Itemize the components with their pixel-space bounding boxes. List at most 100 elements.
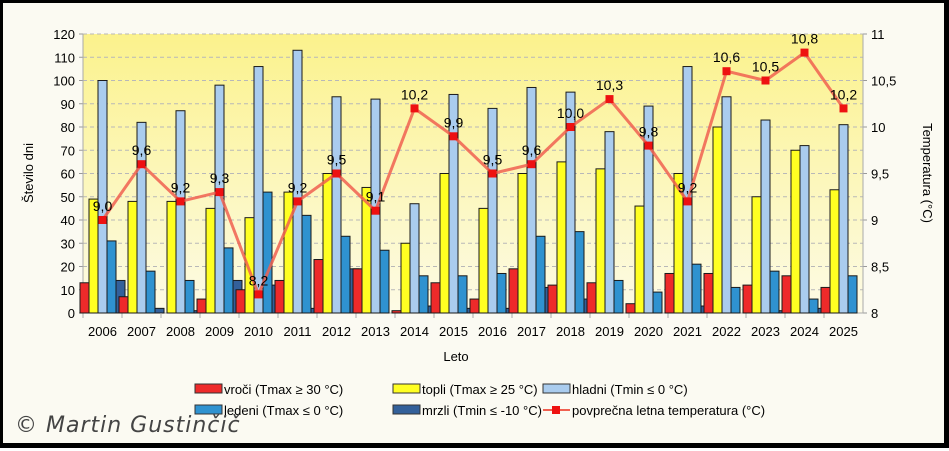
bar-vroči-2013 bbox=[352, 268, 363, 314]
temperature-data-label: 10,8 bbox=[791, 31, 818, 47]
y-tick-label: 30 bbox=[61, 236, 75, 251]
bar-hladni-2016 bbox=[487, 107, 498, 314]
y-tick-label: 90 bbox=[61, 97, 75, 112]
bar-vroči-2018 bbox=[547, 284, 558, 314]
legend: vroči (Tmax ≥ 30 °C) topli (Tmax ≥ 25 °C)… bbox=[194, 382, 765, 418]
legend-label: ledeni (Tmax ≤ 0 °C) bbox=[224, 403, 343, 418]
x-tick-label: 2020 bbox=[634, 324, 663, 339]
temperature-data-label: 10,3 bbox=[596, 77, 623, 93]
legend-swatch bbox=[542, 383, 571, 394]
temperature-marker-2010 bbox=[254, 290, 263, 299]
bar-hladni-2008 bbox=[175, 110, 186, 314]
bar-vroči-2021 bbox=[664, 272, 675, 314]
bar-ledeni-2011 bbox=[301, 214, 312, 314]
x-tick-label: 2024 bbox=[790, 324, 819, 339]
bar-vroči-2019 bbox=[586, 282, 597, 314]
temperature-marker-2015 bbox=[449, 132, 458, 141]
bar-ledeni-2009 bbox=[223, 247, 234, 314]
x-tick-label: 2019 bbox=[595, 324, 624, 339]
y-axis-title: Število dni bbox=[21, 143, 36, 203]
bar-ledeni-2006 bbox=[106, 240, 117, 314]
y-tick-label: 10 bbox=[61, 283, 75, 298]
temperature-marker-2020 bbox=[644, 141, 653, 150]
temperature-marker-2016 bbox=[488, 169, 497, 178]
bar-hladni-2006 bbox=[97, 80, 108, 314]
temperature-marker-2024 bbox=[800, 48, 809, 57]
y-tick-label: 50 bbox=[61, 190, 75, 205]
y-tick-label: 40 bbox=[61, 213, 75, 228]
bar-mrzli-2007 bbox=[154, 307, 165, 314]
temperature-data-label: 9,9 bbox=[444, 114, 464, 130]
bar-vroči-2014 bbox=[391, 310, 402, 314]
y2-tick-label: 9,5 bbox=[871, 167, 889, 182]
temperature-line bbox=[101, 50, 845, 299]
temperature-marker-2012 bbox=[332, 169, 341, 178]
bar-hladni-2010 bbox=[253, 66, 264, 314]
temperature-data-label: 9,6 bbox=[522, 142, 542, 158]
bar-topli-2024 bbox=[790, 149, 801, 314]
bar-topli-2008 bbox=[166, 200, 177, 314]
bar-topli-2014 bbox=[400, 242, 411, 314]
chart: 0 10 20 30 40 50 60 70 80 90 100 110 120 8 8,5 9 9,5 10 10… bbox=[21, 27, 935, 418]
temperature-marker-2008 bbox=[176, 197, 185, 206]
x-tick-label: 2006 bbox=[88, 324, 117, 339]
legend-swatch bbox=[194, 383, 223, 394]
bar-ledeni-2007 bbox=[145, 270, 156, 314]
x-tick-label: 2022 bbox=[712, 324, 741, 339]
bar-hladni-2007 bbox=[136, 121, 147, 314]
temperature-data-label: 9,8 bbox=[639, 124, 659, 140]
x-tick-label: 2015 bbox=[439, 324, 468, 339]
bar-ledeni-2020 bbox=[652, 291, 663, 314]
temperature-marker-2011 bbox=[293, 197, 302, 206]
bar-ledeni-2016 bbox=[496, 272, 507, 314]
x-tick-label: 2010 bbox=[244, 324, 273, 339]
bar-vroči-2022 bbox=[703, 272, 714, 314]
temperature-marker-2025 bbox=[839, 104, 848, 113]
bar-topli-2015 bbox=[439, 173, 450, 314]
bar-hladni-2020 bbox=[643, 105, 654, 314]
temperature-data-label: 9,5 bbox=[483, 152, 503, 168]
legend-label: vroči (Tmax ≥ 30 °C) bbox=[224, 382, 343, 397]
bar-hladni-2015 bbox=[448, 93, 459, 314]
temperature-data-label: 9,2 bbox=[678, 179, 698, 195]
y-tick-label: 120 bbox=[53, 27, 75, 42]
legend-label: povprečna letna temperatura (°C) bbox=[572, 403, 765, 418]
x-tick-label: 2025 bbox=[829, 324, 858, 339]
x-tick-label: 2014 bbox=[400, 324, 429, 339]
bar-vroči-2017 bbox=[508, 268, 519, 314]
temperature-data-label: 9,1 bbox=[366, 189, 386, 205]
x-tick-label: 2023 bbox=[751, 324, 780, 339]
temperature-marker-2013 bbox=[371, 206, 380, 215]
temperature-marker-2021 bbox=[683, 197, 692, 206]
bar-vroči-2010 bbox=[235, 289, 246, 314]
bar-ledeni-2017 bbox=[535, 235, 546, 314]
legend-swatch bbox=[194, 404, 223, 415]
x-tick-label: 2012 bbox=[322, 324, 351, 339]
y-tick-label: 0 bbox=[68, 306, 75, 321]
temperature-data-label: 10,6 bbox=[713, 49, 740, 65]
bar-topli-2016 bbox=[478, 207, 489, 314]
bar-ledeni-2025 bbox=[847, 275, 858, 314]
x-tick-label: 2021 bbox=[673, 324, 702, 339]
bar-hladni-2009 bbox=[214, 84, 225, 314]
legend-label: hladni (Tmin ≤ 0 °C) bbox=[572, 382, 688, 397]
copyright-credit: © Martin Gustinčič bbox=[15, 413, 241, 438]
bar-hladni-2022 bbox=[721, 96, 732, 314]
temperature-marker-2014 bbox=[410, 104, 419, 113]
temperature-data-label: 9,0 bbox=[93, 198, 113, 214]
bar-vroči-2015 bbox=[430, 282, 441, 314]
x-tick-label: 2018 bbox=[556, 324, 585, 339]
temperature-marker-2007 bbox=[137, 160, 146, 169]
bar-topli-2006 bbox=[88, 198, 99, 314]
temperature-data-label: 9,2 bbox=[171, 179, 191, 195]
bar-vroči-2012 bbox=[313, 259, 324, 314]
bar-vroči-2007 bbox=[118, 296, 129, 314]
temperature-marker-2017 bbox=[527, 160, 536, 169]
y2-tick-label: 8,5 bbox=[871, 260, 889, 275]
y-tick-label: 100 bbox=[53, 74, 75, 89]
x-tick-label: 2013 bbox=[361, 324, 390, 339]
bar-ledeni-2024 bbox=[808, 298, 819, 314]
temperature-marker-2023 bbox=[761, 76, 770, 85]
bar-ledeni-2022 bbox=[730, 286, 741, 314]
bar-ledeni-2023 bbox=[769, 270, 780, 314]
